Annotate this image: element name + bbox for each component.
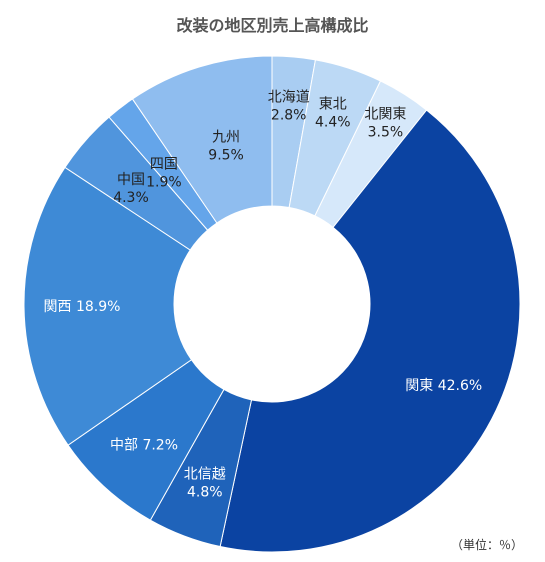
- slice-value-10: 9.5%: [208, 147, 244, 163]
- slice-value-9: 1.9%: [146, 175, 182, 191]
- slice-7: [23, 166, 193, 446]
- slice-name-2: 東北: [319, 96, 347, 112]
- slice-label-6: 中部 7.2%: [110, 437, 178, 453]
- slice-value-3: 3.5%: [368, 124, 404, 140]
- slice-4: [219, 109, 521, 553]
- slice-label-4: 関東 42.6%: [405, 378, 482, 394]
- slice-10: [131, 55, 273, 224]
- slice-value-2: 4.4%: [315, 114, 351, 130]
- slice-name-9: 四国: [150, 157, 178, 173]
- slice-name-3: 北関東: [364, 106, 406, 122]
- slice-name-1: 北海道: [268, 90, 310, 106]
- slice-name-5: 北信越: [184, 467, 226, 483]
- chart-title: 改装の地区別売上高構成比: [176, 16, 369, 35]
- slice-value-5: 4.8%: [187, 485, 223, 501]
- slice-name-10: 九州: [212, 129, 240, 145]
- slice-value-1: 2.8%: [271, 108, 307, 124]
- unit-note: （単位：％）: [450, 538, 523, 552]
- slice-label-7: 関西 18.9%: [44, 299, 121, 315]
- slice-name-8: 中国: [117, 172, 145, 188]
- slice-value-8: 4.3%: [113, 190, 149, 206]
